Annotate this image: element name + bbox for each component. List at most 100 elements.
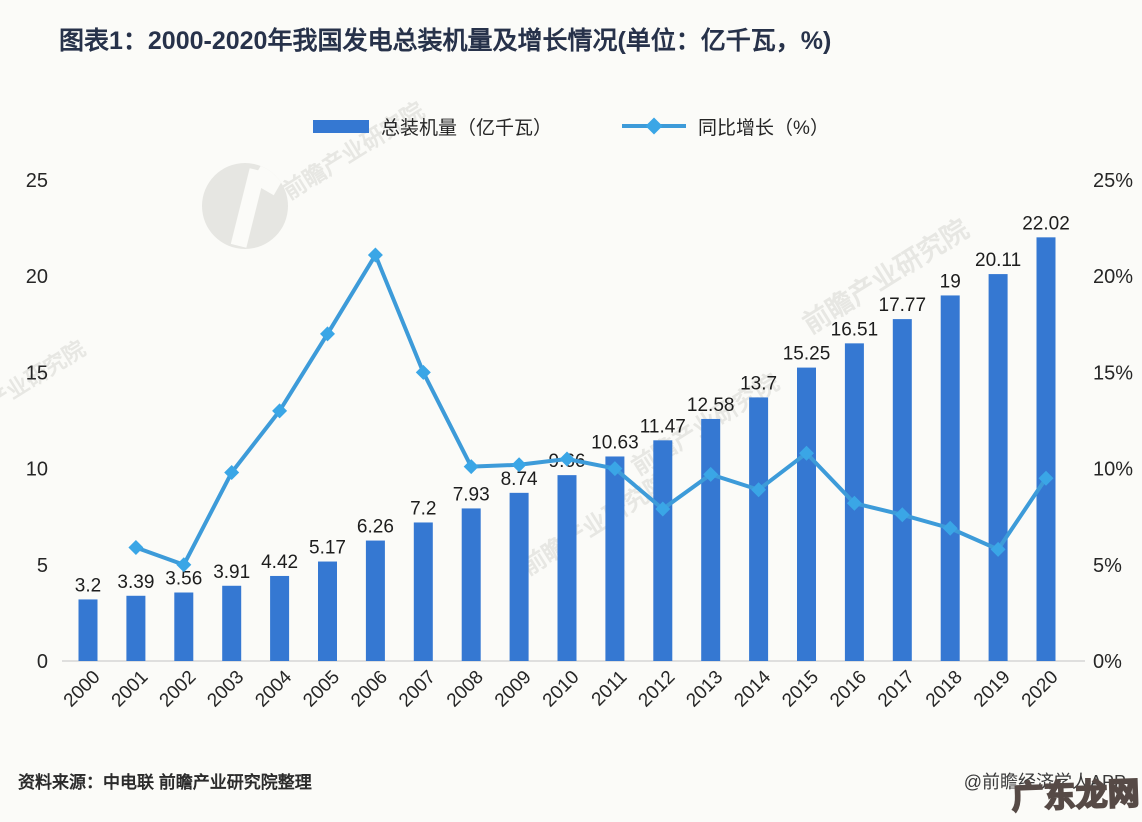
svg-text:10: 10: [26, 459, 48, 481]
y-axis-left: 0 5 10 15 20 25: [26, 170, 48, 673]
x-axis-label: 2013: [682, 667, 727, 712]
svg-text:10%: 10%: [1093, 459, 1133, 481]
line-marker-icon: [415, 364, 431, 380]
site-stamp-watermark: 广东龙网: [1010, 775, 1141, 817]
svg-text:0%: 0%: [1093, 651, 1122, 673]
bar-swatch-icon: [313, 119, 370, 133]
bar: [222, 585, 242, 661]
bar: [318, 561, 337, 661]
bar-value-label: 19: [940, 271, 961, 292]
bar-value-label: 5.17: [309, 538, 346, 559]
svg-text:0: 0: [37, 651, 48, 673]
line-marker-icon: [846, 495, 862, 511]
line-marker-icon: [559, 451, 575, 467]
line-marker-icon: [942, 520, 958, 536]
x-axis-label: 2003: [203, 667, 248, 712]
bar: [1036, 237, 1056, 661]
x-axis-label: 2001: [108, 667, 153, 712]
chart-canvas: 0 5 10 15 20 25 0% 5% 10% 15% 20% 25% 3.2 3.39 3.56 3.9…: [26, 170, 1133, 711]
bar-value-labels: 3.23.393.563.914.425.176.267.27.938.749.…: [75, 213, 1070, 596]
bar: [557, 475, 577, 661]
bar: [653, 440, 673, 661]
watermark-logo-icon: [202, 163, 288, 249]
bar-value-label: 17.77: [879, 295, 927, 316]
bar: [940, 295, 960, 661]
chart-title: 图表1：2000-2020年我国发电总装机量及增长情况(单位：亿千瓦，%): [59, 27, 832, 55]
bar: [461, 508, 481, 661]
line-marker-icon: [703, 466, 719, 482]
line-marker-icon: [990, 541, 1006, 557]
bar: [509, 492, 529, 661]
bar-value-label: 4.42: [261, 552, 298, 573]
y-axis-right: 0% 5% 10% 15% 20% 25%: [1093, 170, 1133, 673]
x-axis-label: 2012: [635, 667, 680, 712]
line-marker-icon: [224, 464, 240, 480]
diamond-marker-icon: [645, 117, 663, 135]
growth-line: [133, 253, 1048, 567]
bar-value-label: 3.56: [165, 569, 202, 590]
svg-text:25%: 25%: [1093, 170, 1133, 192]
line-marker-icon: [128, 539, 144, 555]
line-marker-icon: [894, 507, 910, 523]
svg-text:20%: 20%: [1093, 266, 1133, 288]
bar-value-label: 6.26: [357, 517, 394, 538]
x-axis-label: 2010: [539, 667, 584, 712]
bar: [78, 599, 98, 661]
bar-value-label: 20.11: [975, 250, 1021, 271]
bar: [365, 540, 385, 661]
x-axis-label: 2008: [443, 667, 488, 712]
legend-label-capacity: 总装机量（亿千瓦）: [381, 117, 553, 139]
x-axis-label: 2004: [251, 666, 296, 711]
x-axis-label: 2018: [922, 667, 967, 712]
bar-value-label: 3.91: [213, 562, 250, 583]
bar-value-label: 13.7: [740, 373, 777, 394]
bar: [988, 274, 1008, 661]
line-marker-icon: [1038, 470, 1054, 486]
bar-series: [78, 237, 1056, 661]
x-axis-label: 2002: [156, 667, 201, 712]
bar-value-label: 15.25: [783, 344, 831, 365]
bar-value-label: 12.58: [687, 395, 735, 416]
x-axis-label: 2014: [730, 666, 775, 711]
x-axis-label: 2020: [1018, 667, 1063, 712]
svg-text:5: 5: [37, 555, 48, 577]
x-axis-label: 2007: [395, 667, 440, 712]
bar: [270, 575, 290, 661]
credit-note: @前瞻经济学人APP: [963, 772, 1126, 792]
bar: [174, 592, 194, 661]
svg-text:20: 20: [26, 266, 48, 288]
bar-value-label: 10.63: [591, 432, 639, 453]
bar: [701, 418, 721, 661]
x-axis-label: 2005: [299, 667, 344, 712]
bar: [126, 595, 146, 661]
bar: [413, 522, 433, 661]
line-marker-icon: [751, 482, 767, 498]
bar-value-label: 7.2: [410, 498, 436, 519]
line-marker-icon: [367, 247, 383, 263]
bar: [797, 367, 816, 661]
legend-item-growth: 同比增长（%）: [622, 113, 829, 140]
x-axis: 2000 2001 2002 2003 2004 2005 2006 2007 2008 2009…: [60, 666, 1063, 711]
line-marker-icon: [320, 326, 335, 342]
line-marker-icon: [463, 459, 479, 475]
legend-label-growth: 同比增长（%）: [698, 117, 829, 139]
x-axis-label: 2019: [970, 667, 1015, 712]
source-note: 资料来源：中电联 前瞻产业研究院整理: [18, 773, 312, 792]
bar: [605, 456, 625, 661]
bar-value-label: 3.2: [75, 575, 101, 596]
line-marker-icon: [655, 501, 671, 517]
x-axis-label: 2000: [60, 667, 105, 712]
svg-text:5%: 5%: [1093, 555, 1122, 577]
bar-value-label: 22.02: [1022, 213, 1070, 234]
svg-text:25: 25: [26, 170, 48, 192]
x-axis-label: 2011: [588, 667, 632, 711]
legend-item-capacity: 总装机量（亿千瓦）: [313, 113, 552, 140]
bar-value-label: 7.93: [453, 484, 490, 505]
line-marker-icon: [511, 457, 527, 473]
line-series: [128, 247, 1054, 573]
x-axis-label: 2006: [347, 667, 392, 712]
bar-value-label: 8.74: [501, 469, 538, 490]
svg-text:15: 15: [26, 362, 48, 384]
bar: [749, 397, 769, 661]
